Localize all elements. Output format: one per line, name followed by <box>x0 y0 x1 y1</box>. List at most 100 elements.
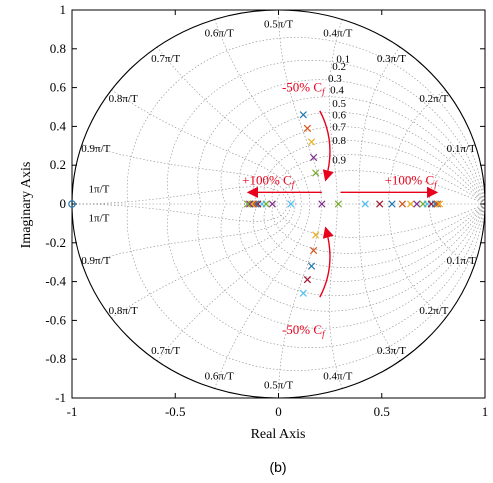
frequency-curve <box>388 203 446 319</box>
wn-label-upper: 0.6π/T <box>205 27 234 39</box>
y-tick-label: -0.6 <box>45 312 66 327</box>
pole-mark <box>309 246 318 255</box>
y-tick-label: -1 <box>55 390 66 405</box>
x-tick-label: 1 <box>482 404 489 419</box>
pole-mark-stroke <box>245 200 254 208</box>
pole-mark-stroke <box>303 124 312 132</box>
pole-mark <box>303 276 312 284</box>
pole-mark <box>318 200 326 208</box>
damping-curve <box>276 170 486 205</box>
lower-arrow <box>319 226 334 298</box>
axes-layer: -1 -0.5 0 0.5 1 1 0.8 0.6 0.4 0.2 0 -0.2 -0.4 -0.6 -0.… <box>45 2 488 419</box>
pole-mark <box>287 200 295 208</box>
y-tick-label: 0.6 <box>50 80 67 95</box>
damping-label: 0.9 <box>332 154 346 166</box>
pole-mark <box>299 289 307 297</box>
y-axis-label: Imaginary Axis <box>19 162 34 249</box>
pole-mark-stroke <box>307 138 316 146</box>
pole-mark-stroke <box>287 200 295 208</box>
damping-curve <box>252 126 486 205</box>
pole-mark <box>307 262 316 270</box>
damping-curve <box>271 154 486 205</box>
pole-mark <box>388 200 396 208</box>
annotation-text: -50% C <box>282 79 322 94</box>
annotation-subscript: f <box>322 329 326 339</box>
damping-label: 0.2 <box>332 61 346 73</box>
pole-mark <box>312 169 320 177</box>
pole-mark-stroke <box>309 246 318 255</box>
pole-mark <box>398 200 407 208</box>
annotation-layer: -50% Cf+100% Cf +100% Cf-50% Cf <box>242 79 439 339</box>
pole-mark-stroke <box>303 276 312 284</box>
pole-mark-stroke <box>407 200 415 208</box>
pole-mark <box>309 153 318 162</box>
damping-curve <box>220 96 486 205</box>
y-tick-label: -0.8 <box>45 351 66 366</box>
damping-curve <box>167 59 486 205</box>
damping-label: 0.4 <box>330 84 344 96</box>
damping-curve <box>263 203 486 268</box>
y-tick-label: -0.4 <box>45 274 66 289</box>
pole-mark-stroke <box>334 200 343 208</box>
annotation-label: -50% Cf <box>282 322 326 339</box>
frequency-curve <box>388 89 446 205</box>
annotation-text: +100% C <box>385 173 435 188</box>
pole-mark-stroke <box>299 111 307 119</box>
pole-mark <box>307 138 316 146</box>
pole-mark <box>268 200 276 208</box>
wn-label-upper: 0.2π/T <box>419 93 448 105</box>
damping-label: 0.7 <box>332 121 346 133</box>
frequency-curve <box>82 143 292 205</box>
annotation-subscript: f <box>292 180 296 190</box>
y-tick-label: 1 <box>60 2 67 17</box>
damping-curve <box>197 203 486 329</box>
damping-curve <box>276 203 486 238</box>
x-tick-label: -1 <box>67 404 78 419</box>
damping-label: 0.6 <box>332 110 346 122</box>
x-tick-label: 0 <box>275 404 282 419</box>
frequency-curve <box>358 203 401 362</box>
wn-label-upper: 1π/T <box>89 183 110 195</box>
pole-mark-stroke <box>312 169 320 177</box>
pole-mark-stroke <box>309 153 318 162</box>
pole-mark-stroke <box>299 289 307 297</box>
wn-label-lower: 0.9π/T <box>81 255 110 267</box>
wn-label-lower: 1π/T <box>89 212 110 224</box>
damping-curve <box>238 203 486 297</box>
frequency-curve <box>214 19 311 205</box>
wn-label-lower: 0.2π/T <box>419 305 448 317</box>
x-tick-label: -0.5 <box>165 404 186 419</box>
pole-mark-stroke <box>318 200 326 208</box>
pole-mark <box>413 200 421 208</box>
wn-label-lower: 0.6π/T <box>205 371 234 383</box>
pole-mark <box>312 231 320 239</box>
frequency-curve <box>278 10 322 205</box>
y-tick-label: 0.8 <box>50 41 66 56</box>
annotation-text: -50% C <box>282 322 322 337</box>
pole-mark-stroke <box>413 200 421 208</box>
wn-label-upper: 0.4π/T <box>323 27 352 39</box>
pole-mark-stroke <box>307 262 316 270</box>
annotation-subscript: f <box>322 86 326 96</box>
damping-label: 0.1 <box>336 53 350 65</box>
wn-label-upper: 0.7π/T <box>151 53 180 65</box>
annotation-subscript: f <box>434 180 438 190</box>
frequency-labels-layer: 0.1π/T 0.1π/T 0.2π/T 0.2π/T 0.3π/T 0.3π/T 0.4π… <box>81 19 476 392</box>
pole-mark <box>334 200 343 208</box>
wn-label-upper: 0.8π/T <box>109 93 138 105</box>
pole-mark-stroke <box>361 200 369 208</box>
wn-label-upper: 0.9π/T <box>81 143 110 155</box>
damping-curve <box>220 203 486 312</box>
wn-label-lower: 0.1π/T <box>447 255 476 267</box>
pole-mark-stroke <box>376 200 384 208</box>
annotation-label: -50% Cf <box>282 79 326 96</box>
x-tick-label: 0.5 <box>374 404 390 419</box>
wn-label-upper: 0.3π/T <box>377 53 406 65</box>
wn-label-lower: 0.4π/T <box>323 371 352 383</box>
frequency-curve <box>214 203 311 389</box>
figure-caption: (b) <box>269 459 286 475</box>
zero-mark <box>68 200 76 208</box>
pole-mark-stroke <box>268 200 276 208</box>
frequency-curve <box>71 203 288 222</box>
